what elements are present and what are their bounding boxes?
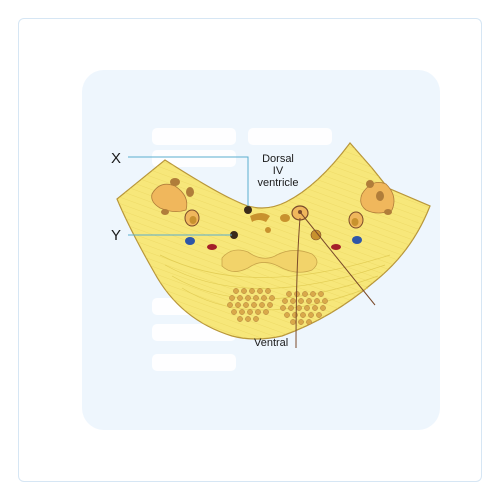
pyramid-dot [312, 305, 318, 311]
pyramid-dot [247, 309, 253, 315]
pyramid-dot [290, 319, 296, 325]
pyramid-dot [306, 298, 312, 304]
label-ventral: Ventral [254, 337, 289, 349]
pyramid-dot [310, 291, 316, 297]
fiber-tracts [159, 254, 391, 311]
pyramid-dot [249, 288, 255, 294]
pyramid-dot [261, 295, 267, 301]
pyramid-dot [229, 295, 235, 301]
pyramid-dot [298, 298, 304, 304]
pyramid-dot [290, 298, 296, 304]
leader-lines [128, 156, 376, 349]
pyramid-dot [239, 309, 245, 315]
label-x: X [111, 150, 122, 167]
pyramid-dot [286, 291, 292, 297]
pyramid-dot [245, 316, 251, 322]
pyramid-dot [251, 302, 257, 308]
pyramid-dot [227, 302, 233, 308]
pyramid-dot [269, 295, 275, 301]
pyramid-dot [235, 302, 241, 308]
pyramid-dot [231, 309, 237, 315]
pyramid-dot [306, 319, 312, 325]
marker-y-dot [230, 231, 238, 239]
pyramid-dot [263, 309, 269, 315]
pyramid-dot [296, 305, 302, 311]
pyramid-dot [316, 312, 322, 318]
right-pyramid-dots [280, 291, 328, 325]
blue-spot [185, 237, 195, 245]
placeholder-box [248, 128, 332, 145]
pyramid-dot [257, 288, 263, 294]
pyramid-dot [245, 295, 251, 301]
label-dorsal: Dorsal [262, 153, 294, 165]
pyramid-dot [314, 298, 320, 304]
pyramid-dot [259, 302, 265, 308]
pyramid-dot [292, 312, 298, 318]
right-nucleus-group [331, 180, 395, 250]
pyramid-dot [255, 309, 261, 315]
left-pyramid-dots [227, 288, 275, 322]
label-iv: IV [272, 165, 284, 177]
placeholder-box [152, 354, 236, 371]
pyramid-dot [302, 291, 308, 297]
pyramid-dot [322, 298, 328, 304]
pyramid-dot [280, 305, 286, 311]
pyramid-dot [288, 305, 294, 311]
pyramid-dot [318, 291, 324, 297]
pyramid-dot [233, 288, 239, 294]
placeholder-box [152, 128, 236, 145]
pyramid-dot [300, 312, 306, 318]
label-y: Y [111, 227, 122, 244]
pyramid-dot [284, 312, 290, 318]
pyramid-dot [237, 316, 243, 322]
label-dorsal-iv-ventricle: Dorsal IV ventricle [252, 153, 304, 189]
pyramid-dot [253, 295, 259, 301]
pyramid-dot [308, 312, 314, 318]
pyramid-dot [304, 305, 310, 311]
pyramid-dot [267, 302, 273, 308]
pyramid-dot [265, 288, 271, 294]
left-nucleus-group [151, 178, 217, 250]
pyramid-dot [282, 298, 288, 304]
placeholder-box [152, 150, 236, 167]
pyramid-dot [320, 305, 326, 311]
red-spot [207, 244, 217, 250]
pyramid-dot [253, 316, 259, 322]
pyramid-dot [241, 288, 247, 294]
label-ventricle: ventricle [257, 177, 299, 189]
pyramid-dot [237, 295, 243, 301]
marker-x-dot [244, 206, 252, 214]
pyramid-dot [243, 302, 249, 308]
pyramid-dot [298, 319, 304, 325]
